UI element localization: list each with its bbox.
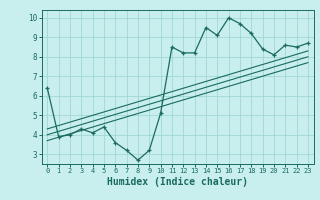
X-axis label: Humidex (Indice chaleur): Humidex (Indice chaleur) (107, 177, 248, 187)
